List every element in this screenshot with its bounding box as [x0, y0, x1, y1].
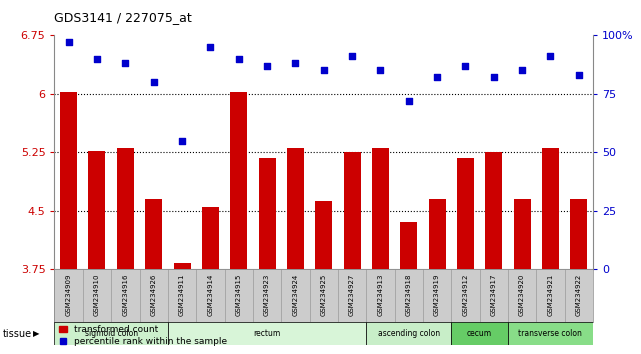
Point	[121, 61, 131, 66]
Bar	[338, 269, 366, 322]
Bar	[372, 148, 389, 269]
Text: cecum: cecum	[467, 329, 492, 338]
Bar	[111, 269, 140, 322]
Point	[574, 72, 584, 78]
Point	[92, 56, 102, 62]
Bar	[88, 151, 106, 269]
Bar	[366, 322, 451, 345]
Point	[517, 68, 527, 73]
Bar	[537, 269, 565, 322]
Bar	[508, 322, 593, 345]
Bar	[542, 148, 559, 269]
Bar	[310, 269, 338, 322]
Text: GSM234918: GSM234918	[406, 273, 412, 316]
Bar	[54, 269, 83, 322]
Point	[545, 53, 556, 59]
Bar	[253, 269, 281, 322]
Text: GSM234913: GSM234913	[378, 273, 383, 316]
Text: GSM234925: GSM234925	[320, 273, 327, 315]
Bar	[287, 148, 304, 269]
Text: GSM234912: GSM234912	[462, 273, 469, 316]
Text: GSM234911: GSM234911	[179, 273, 185, 316]
Point	[375, 68, 385, 73]
Bar	[395, 269, 423, 322]
Text: GDS3141 / 227075_at: GDS3141 / 227075_at	[54, 11, 192, 24]
Bar	[565, 269, 593, 322]
Text: GSM234920: GSM234920	[519, 273, 525, 316]
Text: GSM234927: GSM234927	[349, 273, 355, 316]
Text: GSM234922: GSM234922	[576, 273, 582, 315]
Bar	[140, 269, 168, 322]
Bar	[400, 222, 417, 269]
Bar	[479, 269, 508, 322]
Text: GSM234909: GSM234909	[65, 273, 72, 316]
Text: ▶: ▶	[33, 329, 40, 338]
Bar	[281, 269, 310, 322]
Bar	[174, 263, 190, 269]
Bar	[570, 199, 587, 269]
Text: GSM234916: GSM234916	[122, 273, 128, 316]
Point	[319, 68, 329, 73]
Text: ascending colon: ascending colon	[378, 329, 440, 338]
Point	[205, 44, 215, 50]
Point	[488, 75, 499, 80]
Bar	[423, 269, 451, 322]
Bar	[508, 269, 537, 322]
Text: GSM234917: GSM234917	[491, 273, 497, 316]
Bar	[83, 269, 111, 322]
Bar	[54, 322, 168, 345]
Bar	[117, 148, 134, 269]
Bar	[513, 199, 531, 269]
Bar	[202, 207, 219, 269]
Bar	[168, 269, 196, 322]
Text: GSM234923: GSM234923	[264, 273, 270, 316]
Bar	[230, 92, 247, 269]
Point	[63, 40, 74, 45]
Text: GSM234919: GSM234919	[434, 273, 440, 316]
Point	[347, 53, 357, 59]
Bar	[485, 152, 503, 269]
Point	[177, 138, 187, 143]
Point	[432, 75, 442, 80]
Point	[149, 79, 159, 85]
Bar	[344, 152, 360, 269]
Bar	[60, 92, 77, 269]
Bar	[224, 269, 253, 322]
Point	[262, 63, 272, 69]
Bar	[315, 201, 332, 269]
Bar	[457, 159, 474, 269]
Text: sigmoid colon: sigmoid colon	[85, 329, 138, 338]
Bar	[258, 159, 276, 269]
Text: GSM234921: GSM234921	[547, 273, 553, 316]
Text: tissue: tissue	[3, 329, 32, 339]
Legend: transformed count, percentile rank within the sample: transformed count, percentile rank withi…	[56, 321, 231, 349]
Text: GSM234910: GSM234910	[94, 273, 100, 316]
Text: GSM234926: GSM234926	[151, 273, 156, 316]
Text: GSM234924: GSM234924	[292, 273, 298, 315]
Bar	[366, 269, 395, 322]
Point	[460, 63, 470, 69]
Bar	[451, 322, 508, 345]
Bar	[451, 269, 479, 322]
Text: GSM234914: GSM234914	[207, 273, 213, 316]
Bar	[196, 269, 224, 322]
Text: GSM234915: GSM234915	[236, 273, 242, 316]
Point	[233, 56, 244, 62]
Bar	[145, 199, 162, 269]
Point	[404, 98, 414, 104]
Text: transverse colon: transverse colon	[519, 329, 583, 338]
Bar	[429, 199, 445, 269]
Point	[290, 61, 301, 66]
Text: rectum: rectum	[253, 329, 281, 338]
Bar	[168, 322, 366, 345]
